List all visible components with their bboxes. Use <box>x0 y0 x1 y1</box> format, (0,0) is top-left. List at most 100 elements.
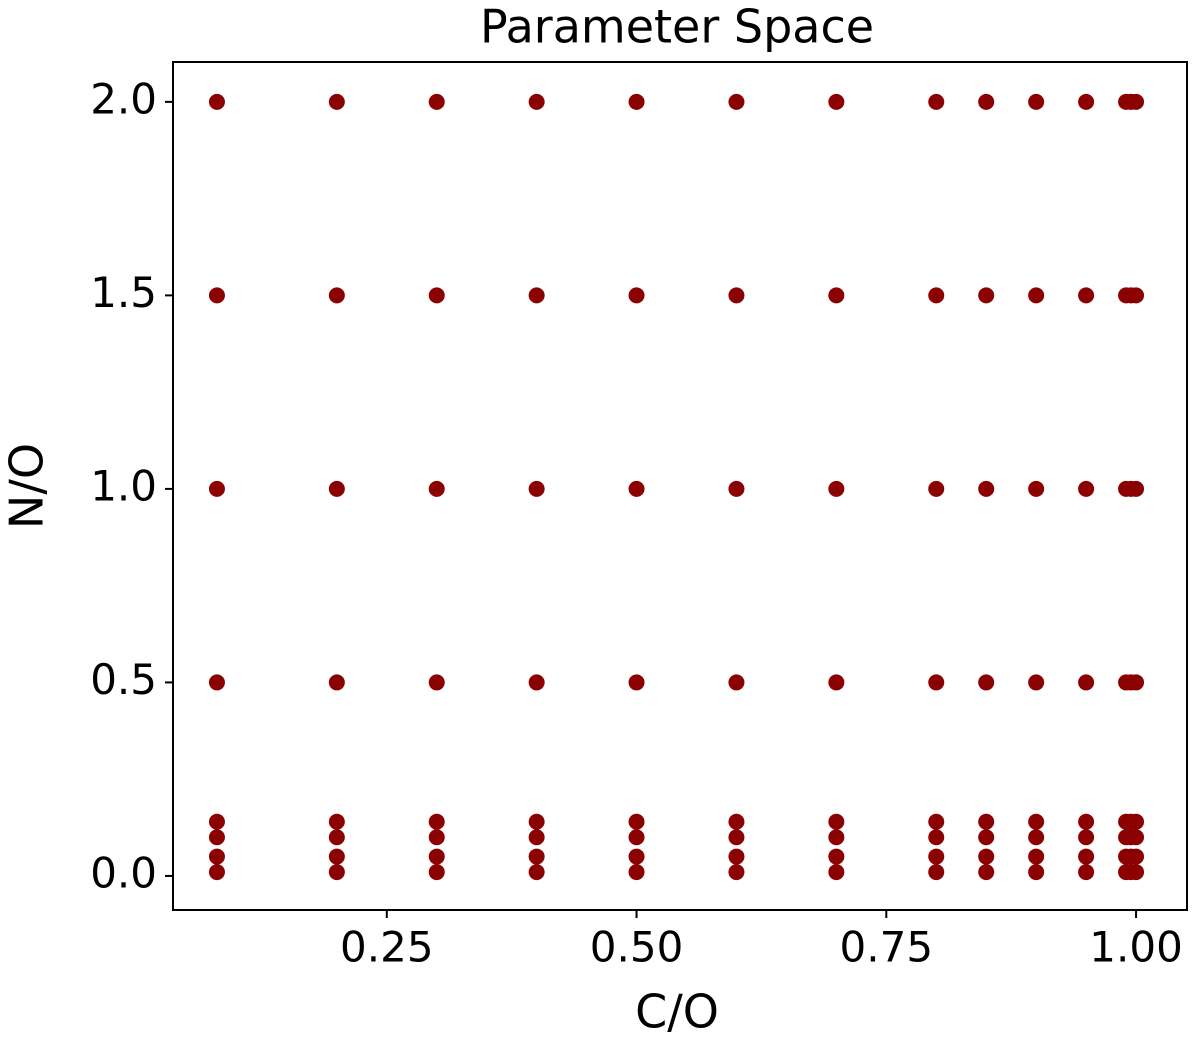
point <box>728 93 745 110</box>
point <box>1078 829 1095 846</box>
chart-title: Parameter Space <box>480 0 874 54</box>
point <box>628 864 645 881</box>
point <box>428 287 445 304</box>
point <box>208 848 225 865</box>
point <box>1078 864 1095 881</box>
point <box>1128 287 1145 304</box>
y-tick-label: 0.0 <box>90 848 157 897</box>
point <box>1078 93 1095 110</box>
point <box>828 848 845 865</box>
point <box>628 93 645 110</box>
point <box>728 480 745 497</box>
point <box>1028 93 1045 110</box>
point <box>1128 93 1145 110</box>
point <box>728 813 745 830</box>
y-tick-label: 1.5 <box>90 268 157 317</box>
point <box>978 287 995 304</box>
point <box>828 813 845 830</box>
point <box>528 674 545 691</box>
point <box>728 864 745 881</box>
point <box>1078 848 1095 865</box>
point <box>428 674 445 691</box>
plot-frame <box>172 61 1188 911</box>
point <box>428 848 445 865</box>
point <box>628 287 645 304</box>
point <box>208 864 225 881</box>
point <box>528 93 545 110</box>
point <box>328 93 345 110</box>
point <box>328 813 345 830</box>
point <box>928 829 945 846</box>
point <box>1128 813 1145 830</box>
point <box>328 674 345 691</box>
point <box>208 287 225 304</box>
point <box>978 93 995 110</box>
y-tick-label: 1.0 <box>90 461 157 510</box>
point <box>928 93 945 110</box>
point <box>828 480 845 497</box>
point <box>828 287 845 304</box>
point <box>828 93 845 110</box>
point <box>528 848 545 865</box>
point <box>528 813 545 830</box>
point <box>728 287 745 304</box>
point <box>628 829 645 846</box>
point <box>208 480 225 497</box>
point <box>528 829 545 846</box>
point <box>208 93 225 110</box>
point <box>928 864 945 881</box>
x-axis-label: C/O <box>635 985 719 1039</box>
point <box>328 829 345 846</box>
x-tick-label: 0.75 <box>840 923 934 972</box>
point <box>208 813 225 830</box>
point <box>978 813 995 830</box>
point <box>928 480 945 497</box>
point <box>978 829 995 846</box>
point <box>428 829 445 846</box>
point <box>978 848 995 865</box>
point <box>928 287 945 304</box>
point <box>828 829 845 846</box>
point <box>828 674 845 691</box>
point <box>828 864 845 881</box>
point <box>1078 287 1095 304</box>
point <box>1128 848 1145 865</box>
point <box>1028 864 1045 881</box>
point <box>328 848 345 865</box>
point <box>978 480 995 497</box>
y-tick-label: 2.0 <box>90 74 157 123</box>
point <box>528 480 545 497</box>
point <box>628 674 645 691</box>
point <box>1028 287 1045 304</box>
point <box>728 674 745 691</box>
point <box>1028 829 1045 846</box>
point <box>428 93 445 110</box>
y-tick-label: 0.5 <box>90 655 157 704</box>
point <box>328 287 345 304</box>
point <box>428 480 445 497</box>
y-axis-label: N/O <box>0 443 54 529</box>
point <box>1078 813 1095 830</box>
x-tick-label: 0.50 <box>590 923 684 972</box>
point <box>1028 480 1045 497</box>
point <box>1128 829 1145 846</box>
point <box>208 674 225 691</box>
point <box>978 864 995 881</box>
point <box>628 848 645 865</box>
point <box>208 829 225 846</box>
point <box>528 287 545 304</box>
point <box>328 864 345 881</box>
point <box>928 813 945 830</box>
point <box>978 674 995 691</box>
point <box>1128 480 1145 497</box>
point <box>728 829 745 846</box>
point <box>328 480 345 497</box>
point <box>728 848 745 865</box>
point <box>1028 674 1045 691</box>
point <box>1128 674 1145 691</box>
point <box>928 674 945 691</box>
x-tick-label: 1.00 <box>1089 923 1183 972</box>
point <box>1028 813 1045 830</box>
point <box>428 864 445 881</box>
